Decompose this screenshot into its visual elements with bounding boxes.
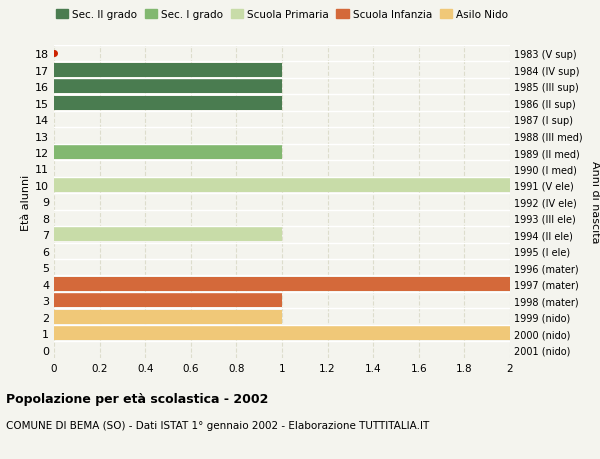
Bar: [54, 277, 510, 291]
Y-axis label: Età alunni: Età alunni: [21, 174, 31, 230]
Legend: Sec. II grado, Sec. I grado, Scuola Primaria, Scuola Infanzia, Asilo Nido: Sec. II grado, Sec. I grado, Scuola Prim…: [56, 10, 508, 20]
Text: Popolazione per età scolastica - 2002: Popolazione per età scolastica - 2002: [6, 392, 268, 405]
Bar: [54, 63, 282, 78]
Bar: [54, 146, 282, 160]
Bar: [54, 310, 282, 324]
Text: COMUNE DI BEMA (SO) - Dati ISTAT 1° gennaio 2002 - Elaborazione TUTTITALIA.IT: COMUNE DI BEMA (SO) - Dati ISTAT 1° genn…: [6, 420, 429, 430]
Bar: [54, 179, 510, 192]
Bar: [54, 228, 282, 242]
Bar: [54, 80, 282, 94]
Bar: [54, 294, 282, 308]
Y-axis label: Anni di nascita: Anni di nascita: [590, 161, 600, 243]
Bar: [54, 326, 510, 341]
Bar: [54, 96, 282, 110]
